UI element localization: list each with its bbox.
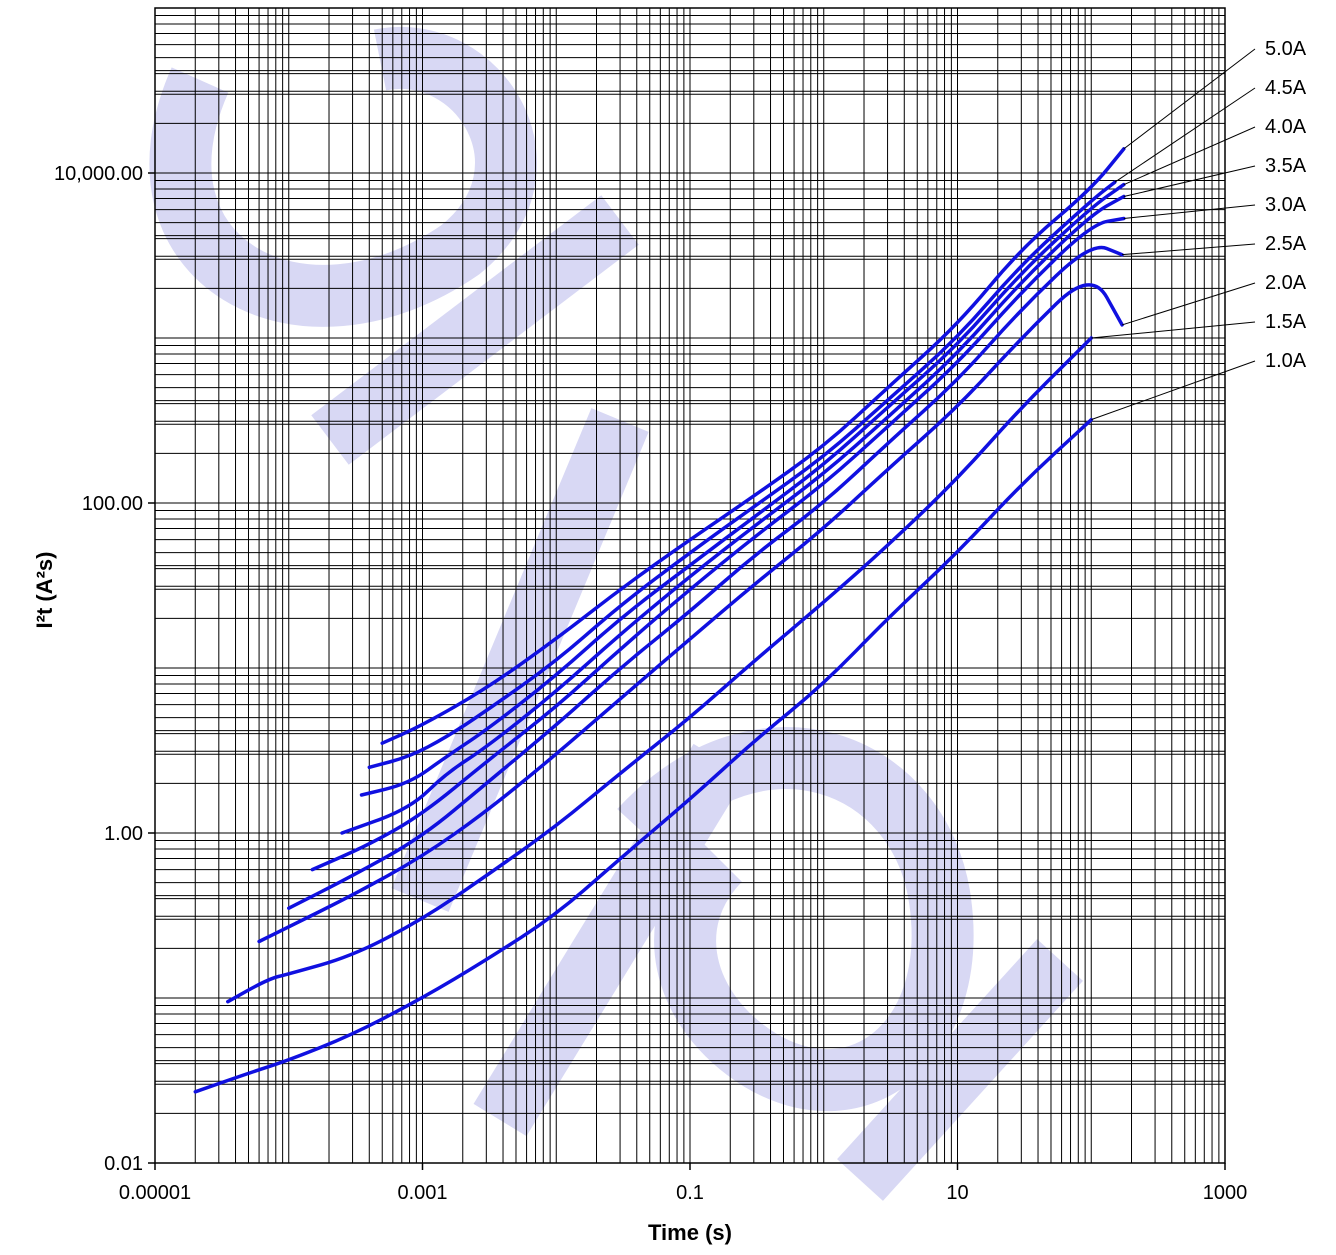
- x-tick-label: 0.00001: [119, 1182, 191, 1204]
- y-tick-labels: 0.01 1.00 100.00 10,000.00: [54, 163, 155, 1175]
- series-leader-line: [1091, 360, 1256, 421]
- series-label: 3.0A: [1265, 194, 1307, 216]
- series-line: [310, 216, 1126, 872]
- series-label: 5.0A: [1265, 38, 1307, 60]
- series-line: [359, 182, 1126, 797]
- series-label: 2.0A: [1265, 272, 1307, 294]
- series-leader-line: [1114, 87, 1256, 183]
- series-leader-line: [1123, 204, 1256, 219]
- series-leader-line: [1123, 126, 1256, 186]
- series-label: 1.0A: [1265, 350, 1307, 372]
- series-line: [380, 147, 1126, 745]
- series-line: [257, 283, 1124, 944]
- x-tick-label: 0.1: [676, 1182, 704, 1204]
- series-line: [287, 245, 1124, 910]
- y-tick-label: 10,000.00: [54, 163, 143, 185]
- grid: [154, 8, 1225, 1164]
- x-axis-title: Time (s): [648, 1220, 732, 1245]
- series-leader-line: [1091, 321, 1256, 339]
- series-line: [340, 194, 1126, 835]
- series-line: [367, 180, 1117, 770]
- series-label: 4.5A: [1265, 77, 1307, 99]
- series-label: 2.5A: [1265, 233, 1307, 255]
- x-tick-label: 0.001: [397, 1182, 447, 1204]
- y-tick-label: 1.00: [104, 823, 143, 845]
- series-label: 3.5A: [1265, 155, 1307, 177]
- y-tick-label: 0.01: [104, 1153, 143, 1175]
- series-line: [193, 417, 1094, 1094]
- x-tick-label: 10: [946, 1182, 968, 1204]
- y-axis-title: I²t (A²s): [32, 552, 57, 629]
- series-lines: [193, 147, 1126, 1094]
- series-leader-line: [1122, 243, 1256, 256]
- series-leader-line: [1123, 48, 1256, 150]
- series-label: 1.5A: [1265, 311, 1307, 333]
- series-leader-line: [1121, 282, 1256, 326]
- y-tick-label: 100.00: [82, 493, 143, 515]
- series-labels: 5.0A 4.5A 4.0A 3.5A 3.0A 2.5A 2.0A 1.5A 1.0A: [1091, 38, 1307, 421]
- x-tick-label: 1000: [1203, 1182, 1248, 1204]
- series-line: [226, 336, 1094, 1004]
- x-tick-labels: 0.00001 0.001 0.1 10 1000: [119, 1163, 1247, 1204]
- series-leader-line: [1123, 165, 1256, 198]
- series-label: 4.0A: [1265, 116, 1307, 138]
